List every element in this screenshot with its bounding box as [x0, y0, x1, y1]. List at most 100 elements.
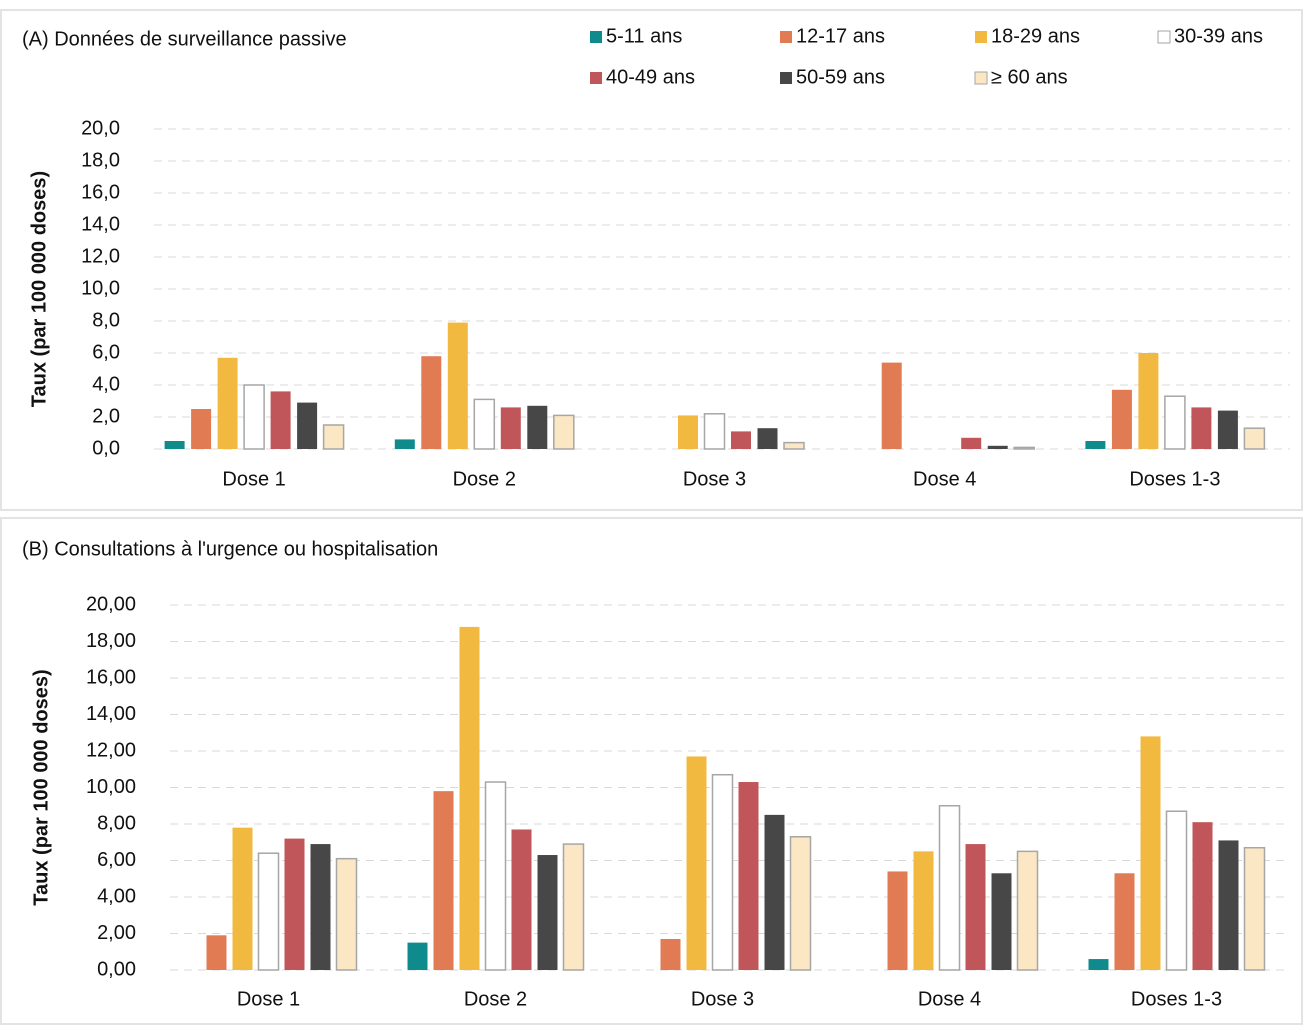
y-tick-label: 12,00 — [86, 739, 136, 761]
bar — [232, 827, 253, 970]
legend-swatch — [780, 72, 792, 84]
x-tick-label: Dose 1 — [237, 988, 300, 1010]
bar — [1192, 822, 1213, 970]
bar — [217, 357, 238, 449]
legend-label: 50-59 ans — [796, 66, 885, 88]
bar — [243, 384, 265, 450]
x-tick-label: Doses 1-3 — [1131, 988, 1222, 1010]
y-tick-label: 12,0 — [81, 245, 120, 267]
bar — [500, 407, 521, 449]
legend-label: ≥ 60 ans — [991, 66, 1068, 88]
bar — [783, 441, 805, 450]
x-tick-label: Dose 2 — [453, 468, 516, 490]
bar — [686, 756, 707, 970]
legend-swatch — [780, 31, 792, 43]
bar — [789, 836, 812, 971]
bar — [987, 445, 1008, 449]
y-tick-label: 8,0 — [92, 309, 120, 331]
bar — [678, 415, 698, 449]
bar — [703, 413, 726, 450]
bar — [473, 398, 496, 450]
legend-swatch — [590, 31, 602, 43]
y-tick-label: 2,00 — [97, 922, 136, 944]
bar — [447, 322, 468, 449]
bar — [394, 439, 415, 449]
bar — [310, 844, 331, 970]
bar — [711, 773, 734, 971]
y-tick-label: 4,0 — [92, 373, 120, 395]
bar — [297, 402, 318, 449]
y-tick-label: 6,0 — [92, 341, 120, 363]
y-tick-label: 8,00 — [97, 812, 136, 834]
bar — [991, 873, 1012, 970]
y-tick-label: 10,0 — [81, 277, 120, 299]
bar — [965, 844, 986, 970]
bar — [322, 424, 345, 450]
y-tick-label: 4,00 — [97, 885, 136, 907]
y-tick-label: 0,00 — [97, 958, 136, 980]
bar — [881, 362, 902, 449]
x-tick-label: Doses 1-3 — [1129, 468, 1220, 490]
legend-label: 40-49 ans — [606, 66, 695, 88]
bar — [206, 935, 227, 970]
bar — [1114, 873, 1135, 970]
bar — [537, 855, 558, 970]
y-tick-label: 2,0 — [92, 405, 120, 427]
bar — [1013, 446, 1035, 450]
bar — [191, 409, 212, 449]
bar — [1085, 441, 1106, 449]
bar — [527, 405, 548, 449]
x-tick-label: Dose 1 — [222, 468, 285, 490]
bar — [1138, 353, 1159, 449]
x-tick-label: Dose 3 — [691, 988, 754, 1010]
bar — [660, 938, 681, 970]
legend-swatch — [590, 72, 602, 84]
legend-swatch — [975, 31, 987, 43]
bar — [1111, 389, 1132, 449]
y-tick-label: 14,0 — [81, 213, 120, 235]
bar — [1243, 427, 1266, 450]
bar — [553, 414, 575, 450]
bar — [887, 871, 908, 970]
bar — [484, 781, 507, 971]
bar — [913, 851, 934, 970]
bar — [511, 829, 532, 970]
bar — [731, 431, 751, 449]
bar — [284, 838, 305, 970]
legend-swatch — [974, 71, 988, 85]
bar — [738, 782, 759, 970]
bar — [757, 428, 778, 449]
y-axis-title: Taux (par 100 000 doses) — [28, 171, 50, 407]
panel-a — [0, 9, 1303, 511]
y-tick-label: 14,00 — [86, 703, 136, 725]
bar — [1088, 959, 1109, 970]
y-tick-label: 20,00 — [86, 593, 136, 615]
y-tick-label: 16,0 — [81, 181, 120, 203]
y-tick-label: 20,0 — [81, 117, 120, 139]
legend-swatch — [1157, 30, 1171, 44]
legend-label: 12-17 ans — [796, 25, 885, 47]
y-tick-label: 0,0 — [92, 437, 120, 459]
legend-label: 30-39 ans — [1174, 25, 1263, 47]
bar — [335, 857, 358, 971]
y-tick-label: 10,00 — [86, 776, 136, 798]
x-tick-label: Dose 4 — [918, 988, 981, 1010]
x-tick-label: Dose 3 — [683, 468, 746, 490]
y-tick-label: 18,0 — [81, 149, 120, 171]
y-axis-title: Taux (par 100 000 doses) — [30, 669, 52, 905]
bar — [1243, 846, 1266, 971]
bar — [421, 356, 442, 449]
bar — [1191, 407, 1212, 449]
chart-title: (B) Consultations à l'urgence ou hospita… — [22, 538, 438, 560]
bar — [961, 437, 982, 449]
y-tick-label: 16,00 — [86, 666, 136, 688]
bar — [1217, 410, 1238, 449]
bar — [164, 441, 185, 449]
bar — [270, 391, 291, 449]
y-tick-label: 18,00 — [86, 630, 136, 652]
bar — [764, 814, 785, 970]
chart-title: (A) Données de surveillance passive — [22, 28, 347, 50]
x-tick-label: Dose 2 — [464, 988, 527, 1010]
legend-label: 5-11 ans — [606, 25, 682, 47]
